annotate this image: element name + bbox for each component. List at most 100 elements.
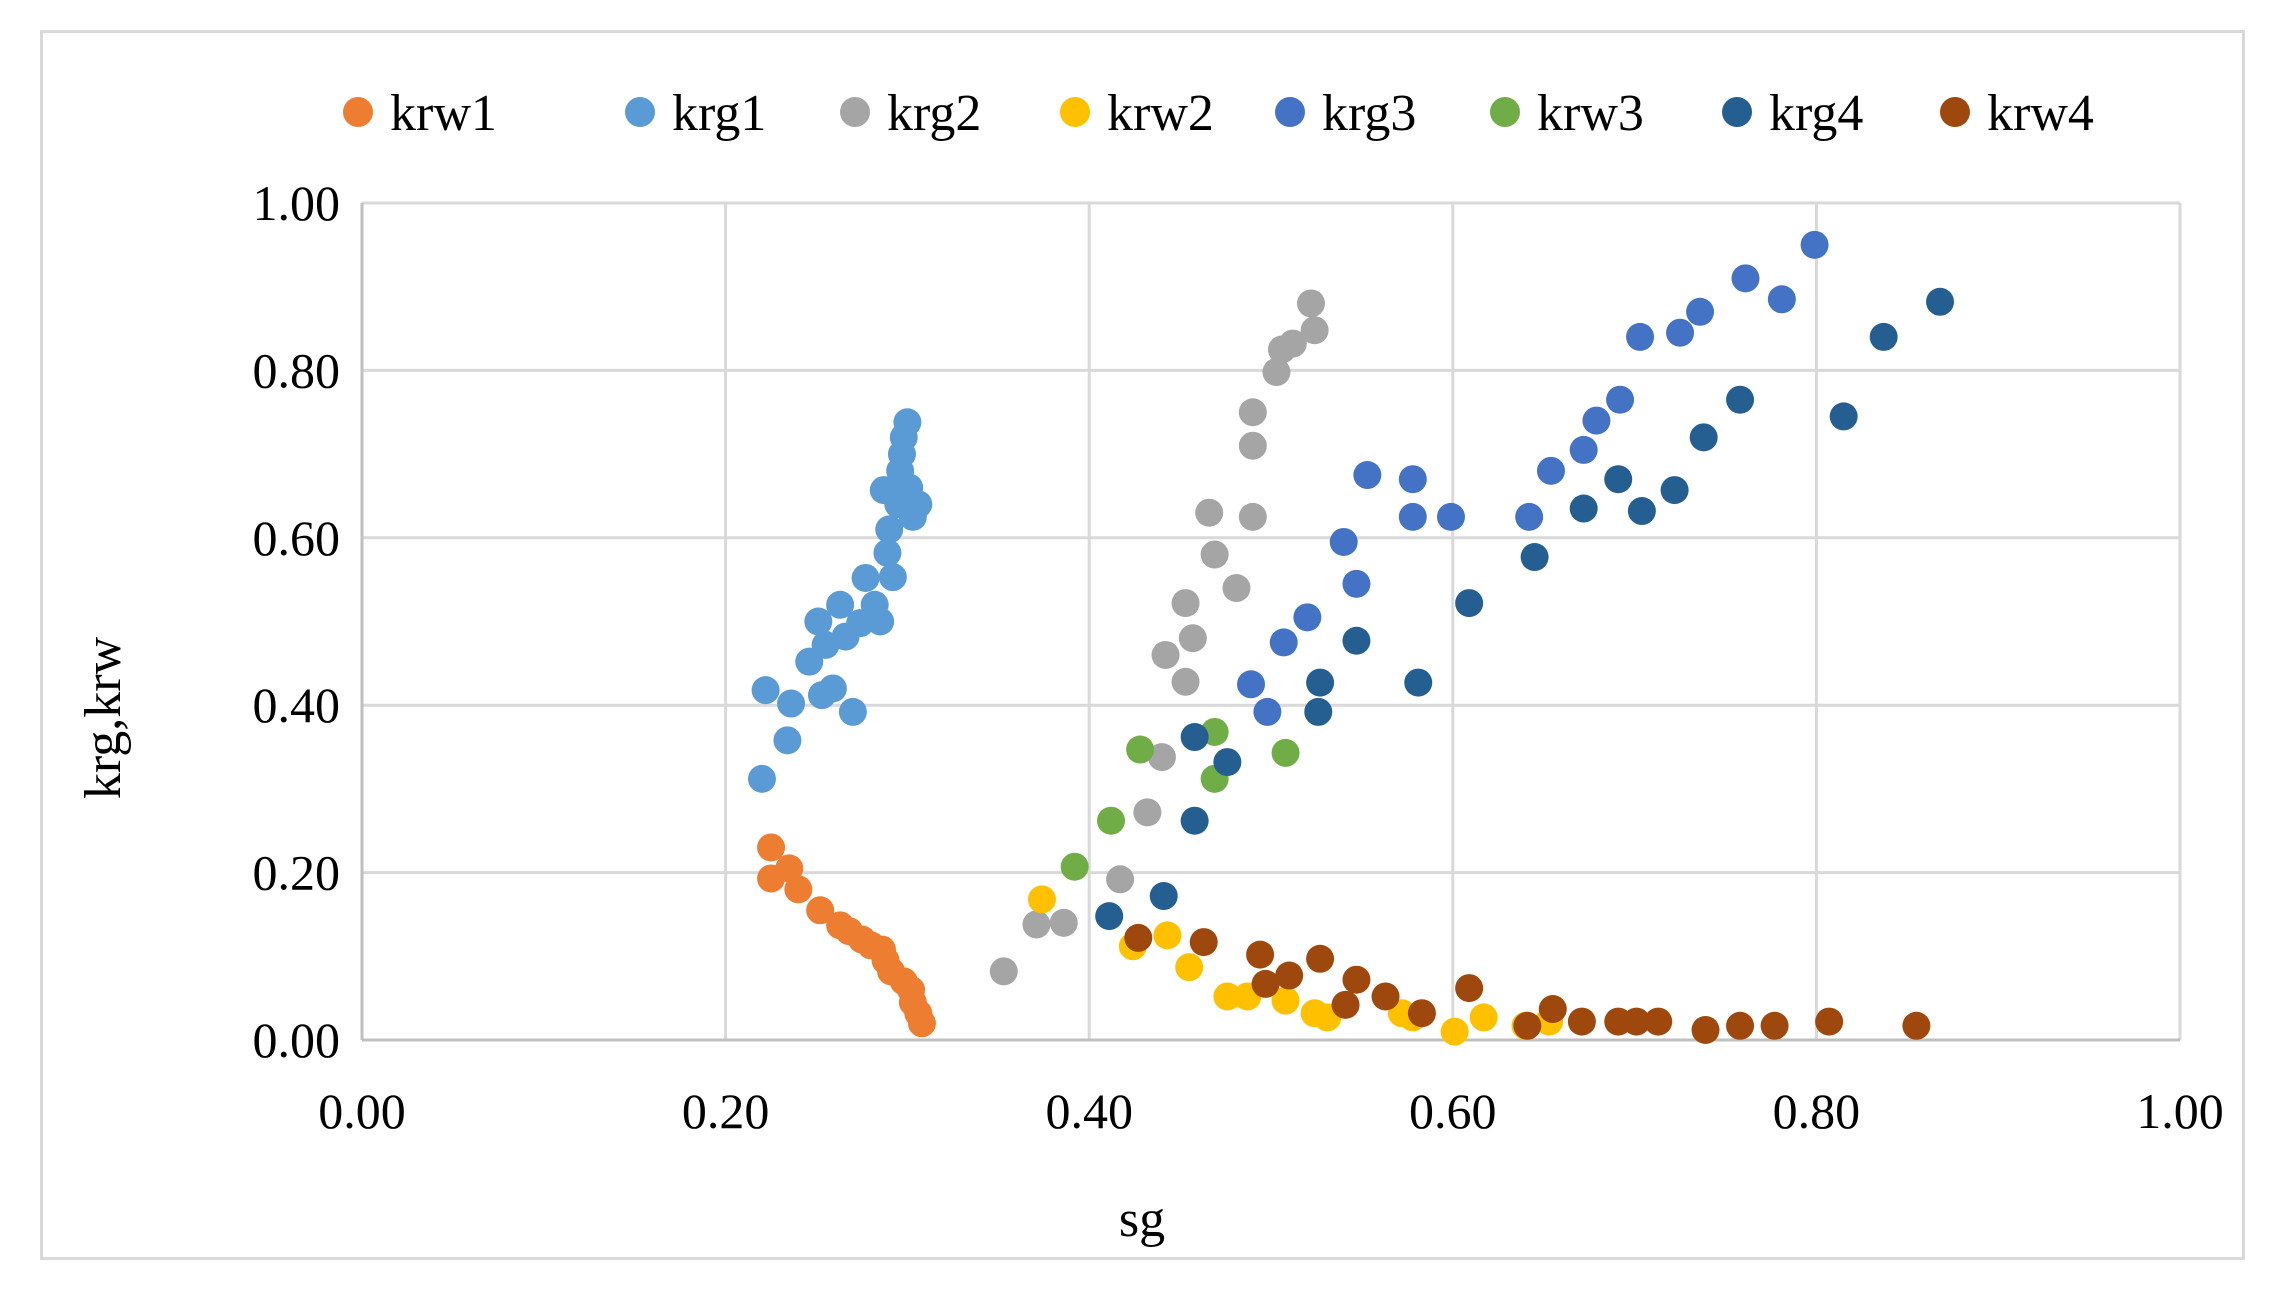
data-point-krw2 (1469, 1003, 1498, 1032)
data-point-krw4 (1815, 1007, 1844, 1036)
legend-label: krw2 (1107, 85, 1214, 142)
y-tick-label: 0.20 (253, 845, 341, 901)
data-point-krw4 (1275, 961, 1304, 990)
data-point-krw2 (1271, 986, 1300, 1015)
legend-label: krg4 (1769, 85, 1863, 142)
x-tick-label: 0.20 (682, 1083, 770, 1139)
data-point-krw4 (1306, 944, 1335, 973)
legend-label: krg1 (672, 85, 766, 142)
data-point-krg4 (1627, 497, 1656, 526)
data-point-krg2 (1300, 316, 1329, 345)
data-point-krg1 (751, 676, 780, 705)
data-point-krg4 (1095, 902, 1124, 931)
y-tick-label: 0.40 (253, 677, 341, 733)
data-point-krw4 (1455, 974, 1484, 1003)
axes (360, 203, 2180, 1042)
x-tick-label: 0.40 (1045, 1083, 1133, 1139)
series-krg4 (1095, 287, 1955, 931)
grid-lines (362, 201, 2182, 1040)
data-point-krg1 (875, 515, 904, 544)
data-point-krw4 (1760, 1011, 1789, 1040)
data-point-krg2 (1222, 574, 1251, 603)
data-point-krw1 (775, 854, 804, 883)
y-axis-title: krg,krw (75, 636, 132, 799)
x-tick-label: 0.60 (1409, 1083, 1497, 1139)
legend-marker (1060, 97, 1090, 127)
legend-marker (1940, 97, 1970, 127)
data-point-krg3 (1626, 322, 1655, 351)
data-point-krw4 (1331, 990, 1360, 1019)
data-point-krw4 (1644, 1007, 1673, 1036)
data-point-krg2 (1262, 358, 1291, 387)
data-point-krg3 (1731, 264, 1760, 293)
legend-item-krg2: krg2 (840, 85, 981, 142)
data-point-krg4 (1520, 543, 1549, 572)
data-point-krg3 (1569, 435, 1598, 464)
legend-label: krg2 (887, 85, 981, 142)
legend: krw1 krg1 krg2 krw2 krg3 krw3 krg4 krw4 (343, 85, 2094, 142)
data-point-krg3 (1237, 670, 1266, 699)
data-point-krw4 (1371, 982, 1400, 1011)
data-point-krg1 (851, 563, 880, 592)
data-point-krg1 (826, 590, 855, 619)
data-point-krw3 (1126, 735, 1155, 764)
data-point-krw4 (1513, 1011, 1542, 1040)
data-point-krw4 (1342, 965, 1371, 994)
data-point-krg4 (1926, 287, 1955, 316)
data-point-krw4 (1726, 1011, 1755, 1040)
data-point-krg1 (904, 490, 933, 519)
legend-marker (343, 97, 373, 127)
data-point-krw2 (1027, 885, 1056, 914)
data-point-krg4 (1829, 402, 1858, 431)
data-point-krg1 (777, 689, 806, 718)
data-point-krw1 (784, 875, 813, 904)
legend-item-krg3: krg3 (1275, 85, 1416, 142)
data-point-krg3 (1398, 465, 1427, 494)
data-point-krg1 (893, 408, 922, 437)
series-krw1 (757, 833, 936, 1038)
y-tick-label: 0.60 (253, 510, 341, 566)
data-point-krg4 (1213, 748, 1242, 777)
data-point-krg3 (1269, 628, 1298, 657)
data-point-krg2 (1171, 667, 1200, 696)
data-point-krg2 (1106, 865, 1135, 894)
data-point-krw2 (1153, 921, 1182, 950)
data-point-krw4 (1902, 1011, 1931, 1040)
data-point-krw4 (1538, 995, 1567, 1024)
legend-label: krw4 (1987, 85, 2094, 142)
legend-marker (625, 97, 655, 127)
data-point-krg2 (1195, 498, 1224, 527)
data-point-krg1 (838, 697, 867, 726)
series-krw3 (1060, 717, 1300, 881)
data-point-krg3 (1329, 527, 1358, 556)
data-points (747, 230, 1955, 1046)
legend-marker (1275, 97, 1305, 127)
data-point-krg4 (1180, 723, 1209, 752)
data-point-krg4 (1569, 494, 1598, 523)
data-point-krg3 (1582, 406, 1611, 435)
x-tick-label: 0.80 (1773, 1083, 1861, 1139)
data-point-krg3 (1800, 230, 1829, 259)
data-point-krw1 (757, 833, 786, 862)
data-point-krg3 (1353, 461, 1382, 490)
data-point-krg3 (1767, 285, 1796, 314)
data-point-krg2 (1296, 289, 1325, 318)
data-point-krg4 (1604, 465, 1633, 494)
data-point-krw2 (1213, 982, 1242, 1011)
data-point-krg2 (1278, 329, 1307, 358)
legend-marker (840, 97, 870, 127)
data-point-krg1 (747, 764, 776, 793)
data-point-krg3 (1293, 603, 1322, 632)
data-point-krw4 (1246, 940, 1275, 969)
chart-frame (40, 30, 2245, 1260)
data-point-krw2 (1175, 953, 1204, 982)
legend-marker (1722, 97, 1752, 127)
x-axis-title: sg (1119, 1191, 1165, 1248)
y-tick-label: 0.00 (253, 1012, 341, 1068)
x-tick-label: 1.00 (2136, 1083, 2224, 1139)
data-point-krw3 (1060, 852, 1089, 881)
data-point-krg1 (866, 607, 895, 636)
legend-item-krw3: krw3 (1490, 85, 1644, 142)
data-point-krg2 (1178, 624, 1207, 653)
data-point-krg2 (1238, 502, 1267, 531)
